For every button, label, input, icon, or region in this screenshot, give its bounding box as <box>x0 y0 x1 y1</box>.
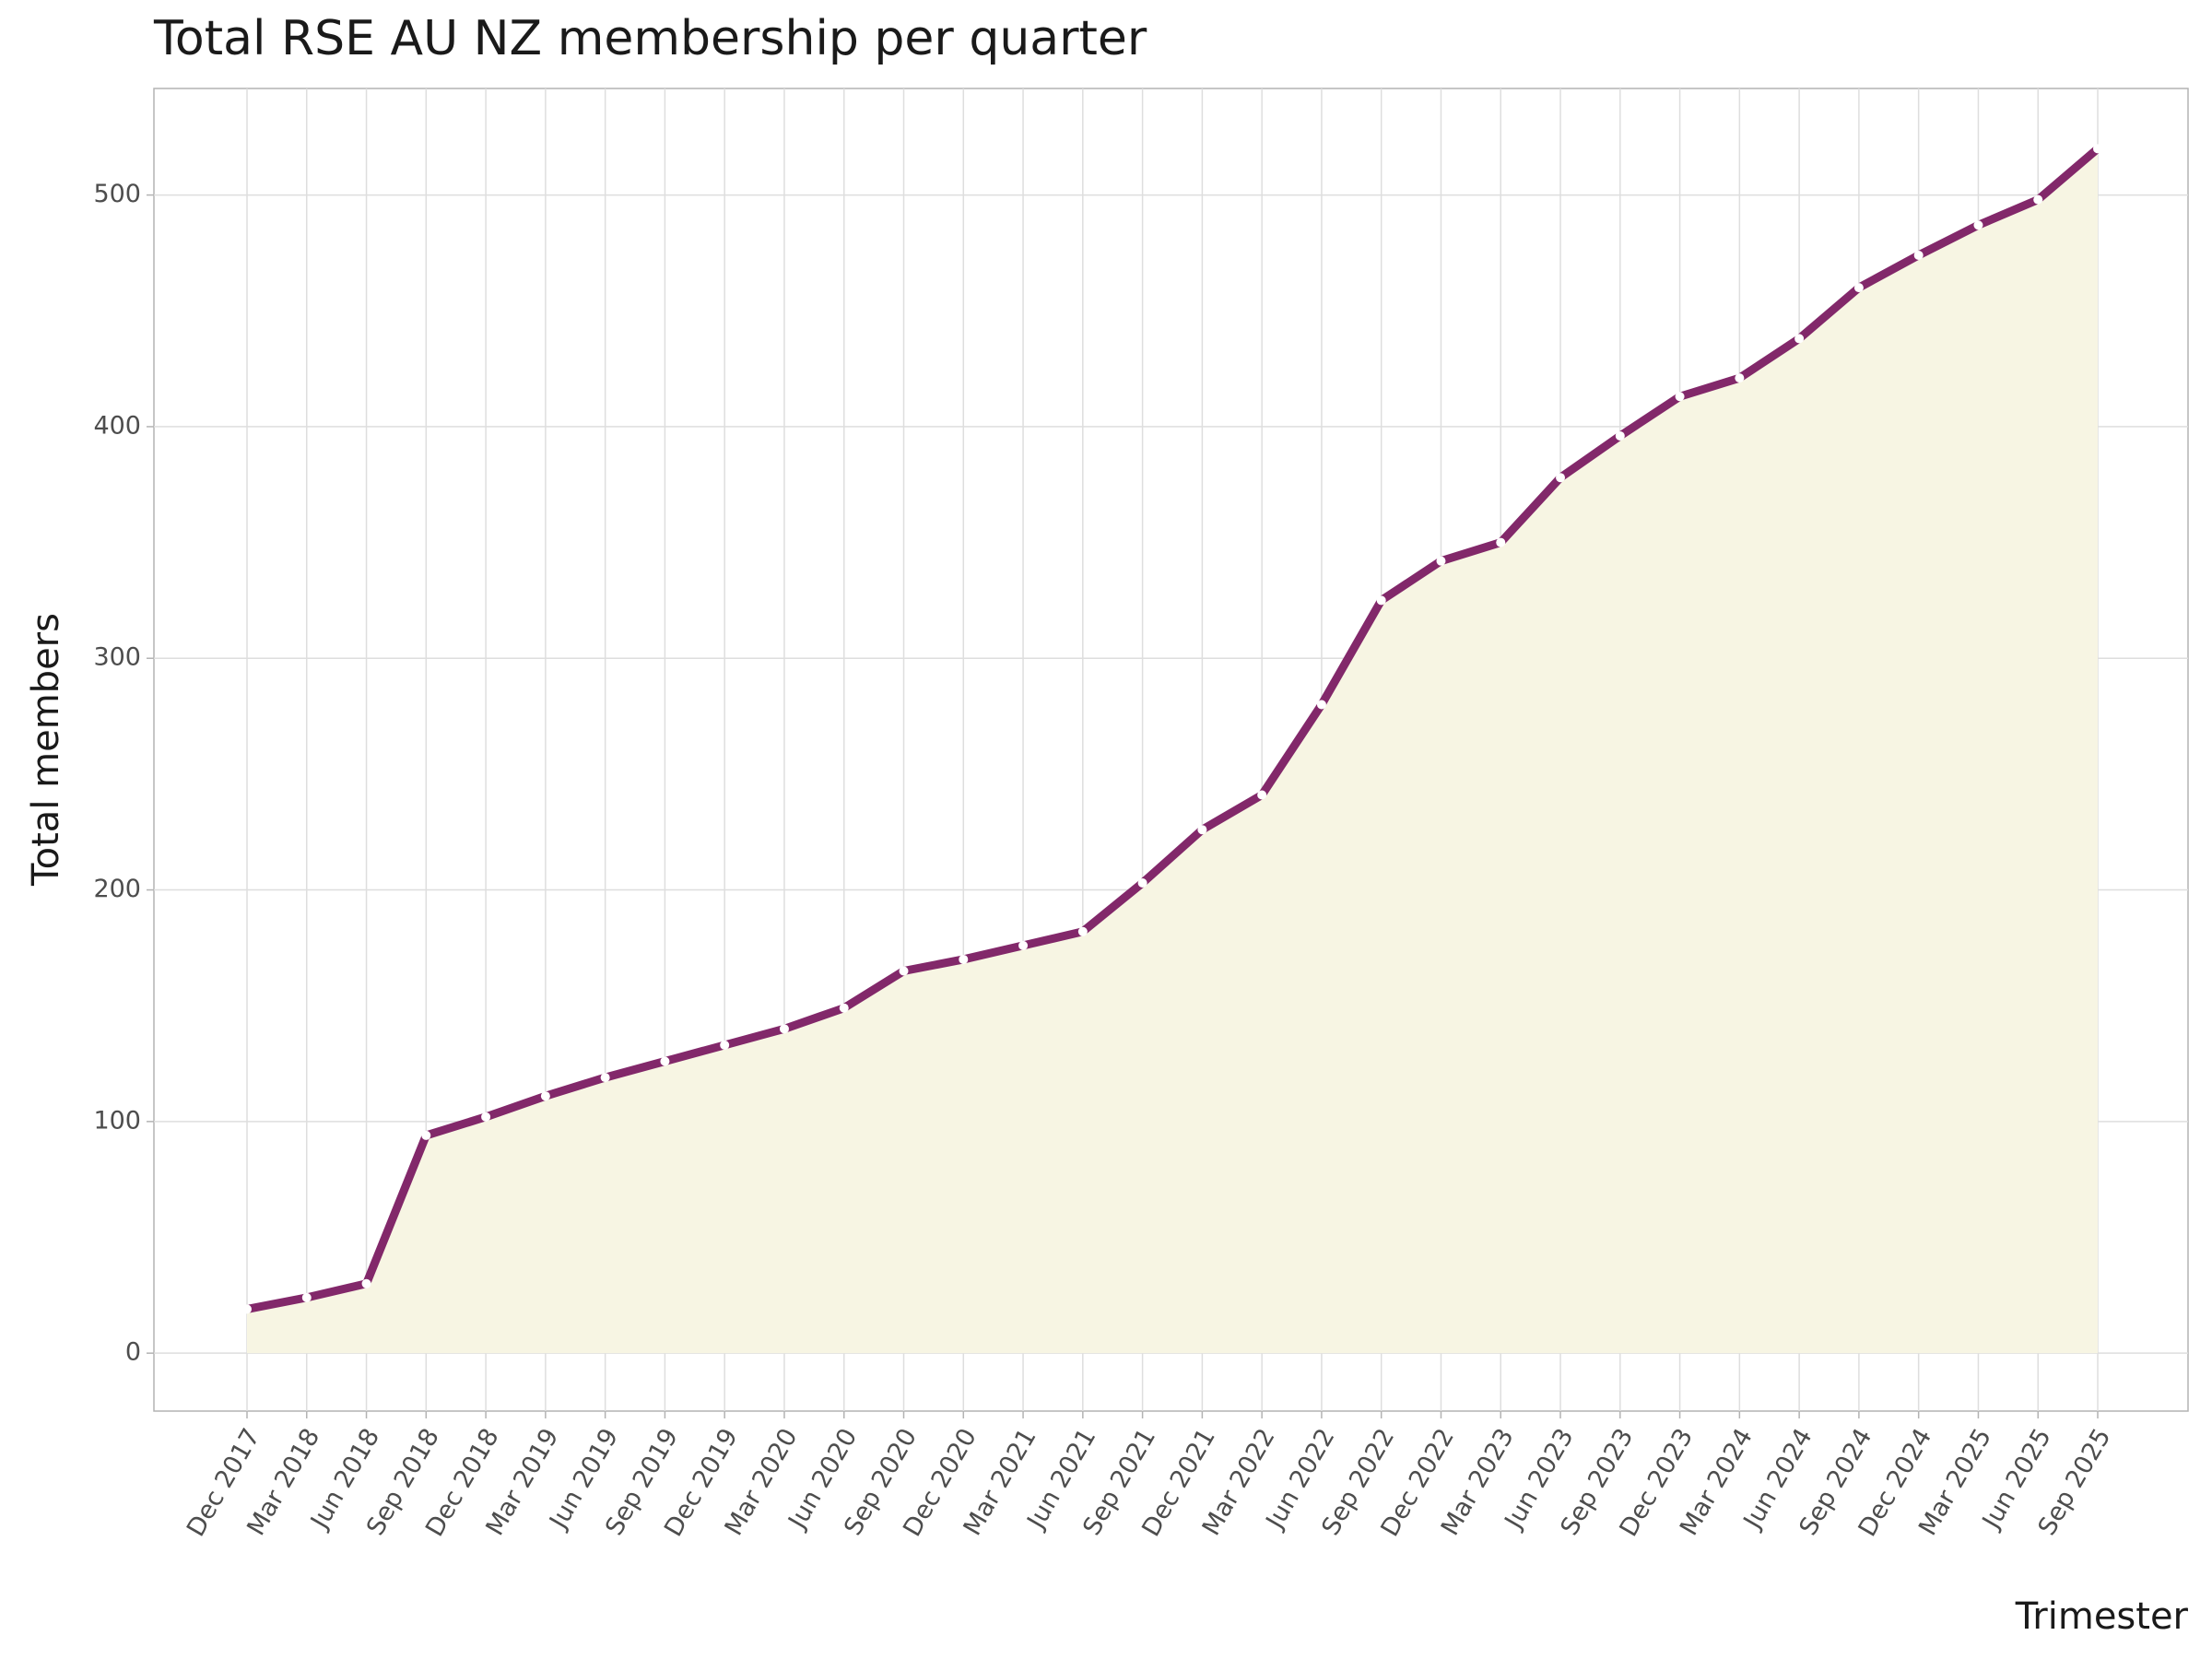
point <box>481 1112 491 1122</box>
point <box>1077 926 1088 936</box>
point <box>2093 144 2102 154</box>
point <box>1973 220 1983 230</box>
area <box>247 148 2098 1354</box>
point <box>959 954 969 964</box>
point <box>899 966 909 976</box>
y-tick-label: 500 <box>93 180 141 208</box>
y-axis-label: Total members <box>25 613 67 887</box>
point <box>2033 194 2043 205</box>
point <box>1913 250 1924 260</box>
point <box>1197 825 1207 835</box>
point <box>1316 700 1326 710</box>
point <box>1436 556 1446 566</box>
point <box>1794 334 1805 344</box>
point <box>1137 878 1147 888</box>
point <box>1853 283 1864 293</box>
point <box>720 1040 730 1050</box>
chart-title: Total RSE AU NZ membership per quarter <box>153 11 1147 66</box>
point <box>361 1278 371 1288</box>
y-tick-label: 200 <box>93 875 141 903</box>
point <box>1496 537 1506 547</box>
point <box>242 1304 252 1314</box>
point <box>1556 473 1566 483</box>
point <box>1257 790 1267 800</box>
point <box>1675 392 1685 402</box>
point <box>1376 595 1386 606</box>
point <box>600 1073 610 1083</box>
point <box>421 1130 431 1140</box>
point <box>839 1003 849 1013</box>
y-tick-label: 300 <box>93 643 141 672</box>
point <box>301 1292 312 1302</box>
point <box>779 1024 789 1034</box>
point <box>1735 373 1745 383</box>
y-tick-label: 400 <box>93 411 141 440</box>
point <box>660 1056 670 1066</box>
point <box>1018 940 1029 950</box>
line <box>246 145 2100 1313</box>
y-tick-label: 0 <box>125 1338 141 1367</box>
plot-frame <box>153 88 2189 1412</box>
point <box>540 1091 550 1101</box>
x-axis-label: Trimester <box>2015 1595 2189 1638</box>
point <box>1615 430 1625 441</box>
y-tick-label: 100 <box>93 1106 141 1135</box>
